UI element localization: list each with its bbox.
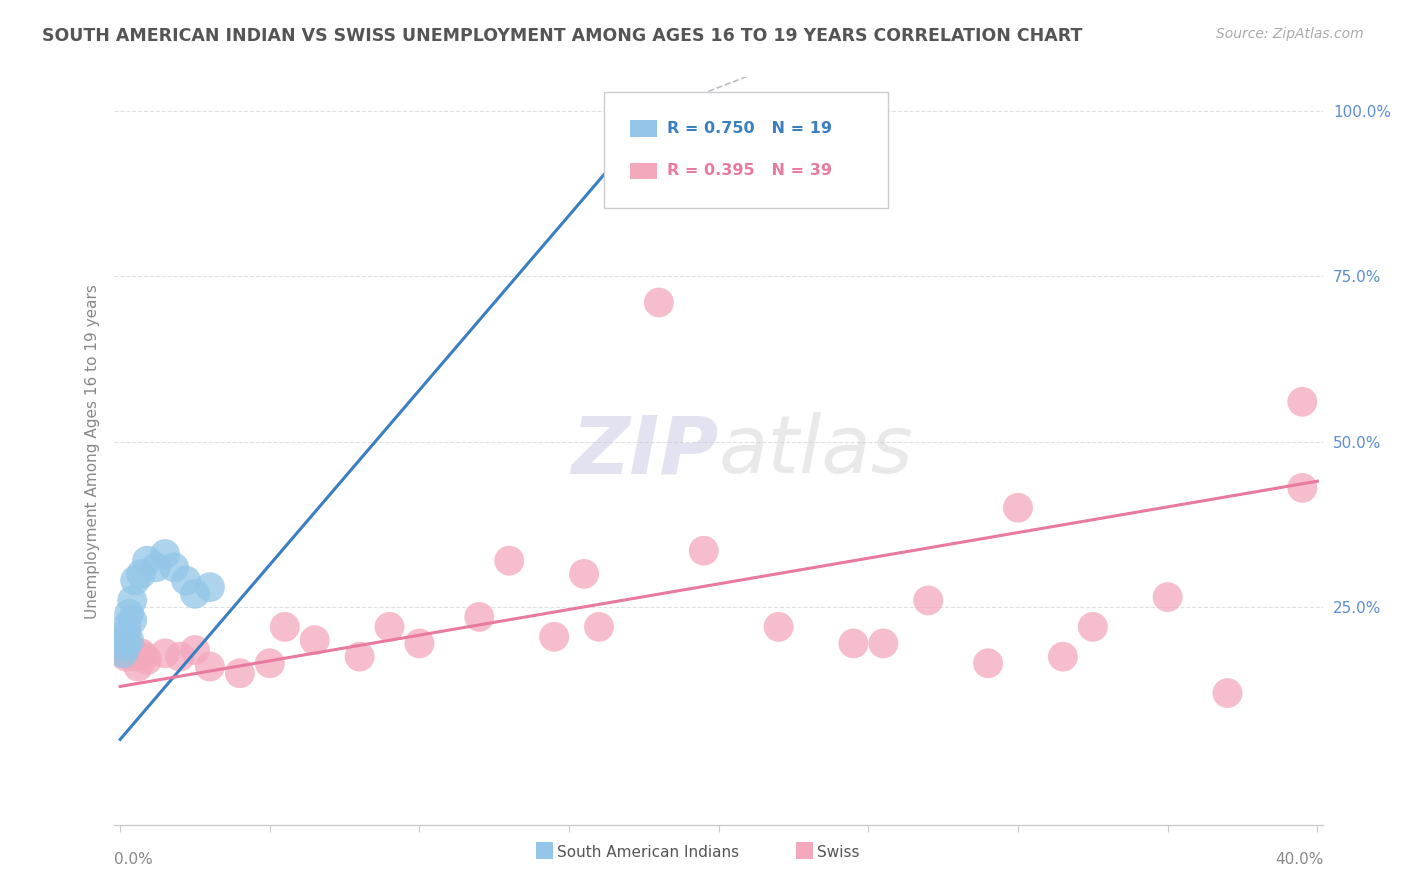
Ellipse shape [127,559,156,589]
Ellipse shape [132,645,162,675]
Ellipse shape [120,566,150,596]
Ellipse shape [111,632,141,662]
Ellipse shape [538,622,569,652]
Ellipse shape [838,629,869,658]
Ellipse shape [117,606,148,635]
Ellipse shape [159,552,188,582]
Text: 40.0%: 40.0% [1275,852,1323,867]
Ellipse shape [132,546,162,575]
Ellipse shape [117,585,148,615]
Ellipse shape [114,625,145,655]
Y-axis label: Unemployment Among Ages 16 to 19 years: Unemployment Among Ages 16 to 19 years [86,284,100,619]
Ellipse shape [763,612,793,641]
Ellipse shape [583,612,614,641]
Ellipse shape [120,641,150,672]
Ellipse shape [111,641,141,672]
Ellipse shape [299,625,329,655]
FancyBboxPatch shape [603,93,889,209]
Ellipse shape [129,641,159,672]
Ellipse shape [124,652,153,681]
Ellipse shape [1153,582,1182,612]
Ellipse shape [1078,612,1108,641]
Ellipse shape [405,629,434,658]
Ellipse shape [108,639,138,668]
Ellipse shape [644,95,673,126]
Ellipse shape [689,536,718,566]
Ellipse shape [1288,473,1317,503]
Ellipse shape [1047,641,1078,672]
Ellipse shape [114,632,145,662]
Ellipse shape [111,618,141,648]
Ellipse shape [127,639,156,668]
Ellipse shape [180,635,209,665]
Text: South American Indians: South American Indians [557,845,740,860]
Ellipse shape [1002,492,1033,523]
Ellipse shape [195,652,225,681]
Ellipse shape [111,612,141,641]
Ellipse shape [180,579,209,608]
Ellipse shape [165,641,195,672]
Ellipse shape [141,552,172,582]
Bar [630,162,657,179]
Text: Swiss: Swiss [817,845,859,860]
Ellipse shape [644,287,673,318]
Ellipse shape [344,641,374,672]
Ellipse shape [108,625,138,655]
Text: 0.0%: 0.0% [114,852,153,867]
Ellipse shape [973,648,1002,678]
Text: Source: ZipAtlas.com: Source: ZipAtlas.com [1216,27,1364,41]
Ellipse shape [172,566,201,596]
Ellipse shape [225,658,254,688]
Ellipse shape [254,648,285,678]
Text: R = 0.395   N = 39: R = 0.395 N = 39 [666,163,832,178]
Bar [630,120,657,136]
Text: ZIP: ZIP [571,412,718,491]
Ellipse shape [374,612,405,641]
Ellipse shape [1212,678,1243,708]
Ellipse shape [569,559,599,589]
Ellipse shape [150,539,180,569]
Ellipse shape [108,639,138,668]
Text: atlas: atlas [718,412,914,491]
Ellipse shape [114,599,145,629]
Text: SOUTH AMERICAN INDIAN VS SWISS UNEMPLOYMENT AMONG AGES 16 TO 19 YEARS CORRELATIO: SOUTH AMERICAN INDIAN VS SWISS UNEMPLOYM… [42,27,1083,45]
Ellipse shape [495,546,524,575]
Ellipse shape [270,612,299,641]
Ellipse shape [117,639,148,668]
Ellipse shape [914,585,943,615]
Text: R = 0.750   N = 19: R = 0.750 N = 19 [666,120,832,136]
Ellipse shape [1288,387,1317,417]
Ellipse shape [869,629,898,658]
Ellipse shape [464,602,495,632]
Ellipse shape [150,639,180,668]
Ellipse shape [195,573,225,602]
